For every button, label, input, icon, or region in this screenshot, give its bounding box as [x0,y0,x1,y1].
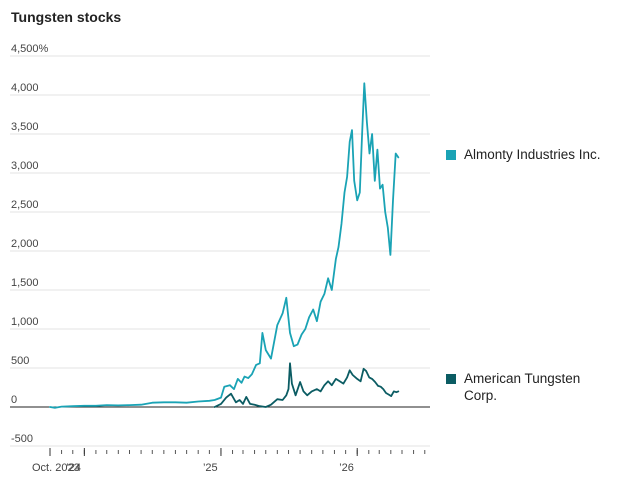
y-tick-label: 4,000 [11,82,39,94]
legend-swatch-almonty [446,150,456,160]
y-tick-label: 1,500 [11,277,39,289]
legend-item-almonty: Almonty Industries Inc. [446,146,601,163]
y-tick-label: 2,500 [11,199,39,211]
y-tick-label: 1,000 [11,316,39,328]
y-tick-label: -500 [11,433,33,445]
legend-label-almonty: Almonty Industries Inc. [464,147,601,162]
legend-swatch-american-tungsten [446,374,456,384]
x-tick-label: Oct. 2023 [32,462,80,474]
x-tick-label: ’26 [339,462,354,474]
series-line-almonty [49,82,400,409]
series-layer [49,82,400,409]
y-tick-label: 0 [11,394,17,406]
legend-label-american-tungsten-line2: Corp. [464,388,498,403]
chart-title: Tungsten stocks [11,9,122,25]
axis-layer: 4,500% 4,000 3,500 3,000 2,500 2,000 1,500 1,00… [10,43,430,474]
legend-item-american-tungsten: American Tungsten Corp. [446,370,580,404]
y-tick-label: 2,000 [11,238,39,250]
x-tick-label: ’24 [66,462,81,474]
y-tick-label: 4,500% [11,43,49,55]
legend-label-american-tungsten-line1: American Tungsten [464,371,581,386]
y-tick-label: 3,500 [11,121,39,133]
y-tick-label: 3,000 [11,160,39,172]
series-line-american-tungsten [213,362,400,408]
x-tick-label: ’25 [203,462,218,474]
y-tick-label: 500 [11,355,29,367]
